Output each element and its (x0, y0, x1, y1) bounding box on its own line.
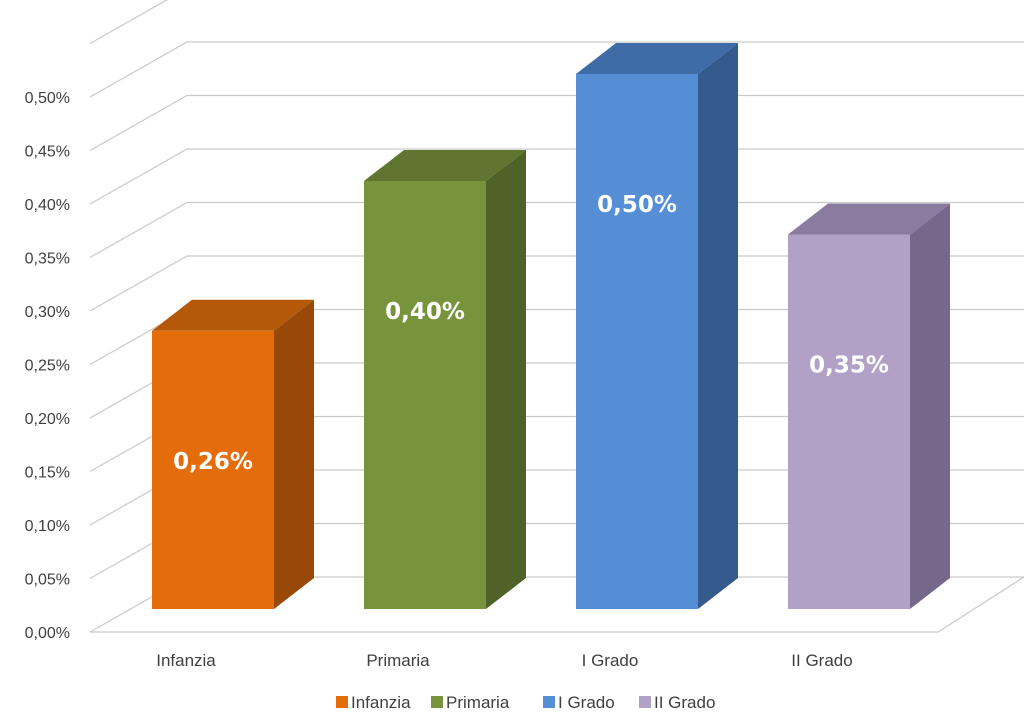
bar-top (576, 43, 738, 74)
bar-top (152, 299, 314, 331)
y-tick-label: 0,25% (25, 358, 70, 375)
gridline (89, 255, 1024, 312)
bar-infanzia (152, 299, 314, 609)
legend-swatch (543, 696, 555, 708)
bar-side (486, 150, 526, 609)
y-tick-label: 0,50% (25, 90, 70, 107)
x-tick-label: I Grado (582, 651, 639, 670)
legend-label: II Grado (654, 693, 715, 712)
bar-front (788, 234, 910, 609)
y-tick-label: 0,05% (25, 572, 70, 589)
bar-side (274, 299, 314, 609)
data-label: 0,40% (385, 299, 465, 325)
data-label: 0,50% (597, 192, 677, 218)
legend-item: Infanzia (336, 693, 411, 712)
bar-front (364, 181, 486, 609)
bar-top (364, 150, 526, 181)
gridline (89, 201, 1024, 259)
legend-swatch (431, 696, 443, 708)
x-tick-label: II Grado (791, 651, 852, 670)
bar-top (788, 203, 950, 235)
legend-item: I Grado (543, 693, 615, 712)
bar-primaria (364, 150, 526, 609)
gridline (89, 0, 168, 45)
legend-label: Primaria (446, 693, 510, 712)
y-tick-label: 0,10% (25, 518, 70, 535)
bar-side (698, 43, 738, 609)
bar-front (152, 330, 274, 609)
gridline (89, 41, 1024, 98)
data-label: 0,26% (173, 449, 253, 475)
floor-edge (90, 576, 1025, 633)
bar-side (910, 203, 950, 609)
legend-swatch (639, 696, 651, 708)
gridline (89, 148, 1024, 205)
legend-label: I Grado (558, 693, 615, 712)
legend-swatch (336, 696, 348, 708)
y-tick-label: 0,15% (25, 465, 70, 482)
x-tick-label: Primaria (366, 651, 430, 670)
y-tick-label: 0,30% (25, 304, 70, 321)
bar-ii-grado (788, 203, 950, 609)
legend-label: Infanzia (351, 693, 411, 712)
y-tick-label: 0,00% (25, 625, 70, 642)
y-tick-label: 0,20% (25, 411, 70, 428)
y-tick-label: 0,35% (25, 251, 70, 268)
legend-item: II Grado (639, 693, 715, 712)
legend-item: Primaria (431, 693, 510, 712)
gridline (89, 94, 1024, 152)
bar-i-grado (576, 43, 738, 609)
data-label: 0,35% (809, 353, 889, 379)
y-tick-label: 0,40% (25, 197, 70, 214)
bar-front (576, 74, 698, 609)
y-tick-label: 0,45% (25, 144, 70, 161)
x-tick-label: Infanzia (156, 651, 216, 670)
